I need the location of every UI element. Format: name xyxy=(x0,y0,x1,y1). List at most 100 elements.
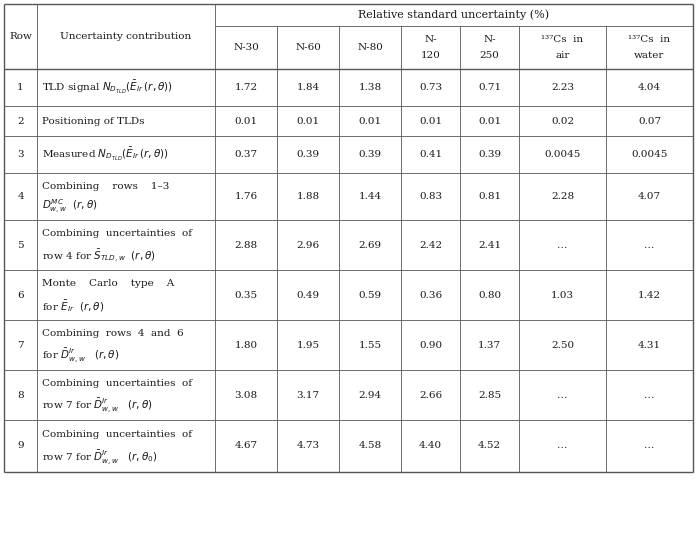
Text: 2.42: 2.42 xyxy=(419,240,442,249)
Text: 1.55: 1.55 xyxy=(358,341,381,350)
Text: 0.73: 0.73 xyxy=(419,83,442,92)
Text: 0.39: 0.39 xyxy=(296,150,319,159)
Text: …: … xyxy=(644,442,654,450)
Text: Combining    rows    1–3: Combining rows 1–3 xyxy=(42,182,169,191)
Text: 0.36: 0.36 xyxy=(419,290,442,300)
Text: 0.41: 0.41 xyxy=(419,150,442,159)
Text: 0.59: 0.59 xyxy=(358,290,381,300)
Text: 2.41: 2.41 xyxy=(478,240,501,249)
Text: 4.52: 4.52 xyxy=(478,442,501,450)
Text: 1.72: 1.72 xyxy=(234,83,258,92)
Text: 0.49: 0.49 xyxy=(296,290,319,300)
Text: Relative standard uncertainty (%): Relative standard uncertainty (%) xyxy=(358,10,549,20)
Text: water: water xyxy=(634,51,665,60)
Text: Measured $N_{D_{TLD}}(\bar{E}_{Ir}\,(r,\theta))$: Measured $N_{D_{TLD}}(\bar{E}_{Ir}\,(r,\… xyxy=(42,146,169,163)
Text: N-80: N-80 xyxy=(357,43,383,52)
Text: 4.04: 4.04 xyxy=(638,83,661,92)
Text: 1.44: 1.44 xyxy=(358,192,381,201)
Text: 0.01: 0.01 xyxy=(419,116,442,126)
Text: $D_{w,w}^{MC}$  $(r,\theta)$: $D_{w,w}^{MC}$ $(r,\theta)$ xyxy=(42,198,98,216)
Text: row 4 for $\bar{S}_{TLD,w}$  $(r,\theta)$: row 4 for $\bar{S}_{TLD,w}$ $(r,\theta)$ xyxy=(42,248,156,265)
Text: 1: 1 xyxy=(17,83,24,92)
Text: ¹³⁷Cs  in: ¹³⁷Cs in xyxy=(542,35,583,44)
Text: 7: 7 xyxy=(17,341,24,350)
Text: N-: N- xyxy=(483,35,496,44)
Text: 0.0045: 0.0045 xyxy=(631,150,668,159)
Text: 0.81: 0.81 xyxy=(478,192,501,201)
Text: 4.07: 4.07 xyxy=(638,192,661,201)
Text: 0.01: 0.01 xyxy=(358,116,381,126)
Text: 2.28: 2.28 xyxy=(551,192,574,201)
Text: 3.17: 3.17 xyxy=(296,391,319,399)
Text: 0.01: 0.01 xyxy=(296,116,319,126)
Text: 0.71: 0.71 xyxy=(478,83,501,92)
Text: 0.07: 0.07 xyxy=(638,116,661,126)
Text: …: … xyxy=(644,391,654,399)
Text: 0.0045: 0.0045 xyxy=(544,150,581,159)
Text: 1.03: 1.03 xyxy=(551,290,574,300)
Text: N-: N- xyxy=(424,35,437,44)
Text: 4.73: 4.73 xyxy=(296,442,319,450)
Text: 9: 9 xyxy=(17,442,24,450)
Text: 4.40: 4.40 xyxy=(419,442,442,450)
Text: 250: 250 xyxy=(480,51,500,60)
Text: 0.83: 0.83 xyxy=(419,192,442,201)
Text: Positioning of TLDs: Positioning of TLDs xyxy=(42,116,144,126)
Text: 1.88: 1.88 xyxy=(296,192,319,201)
Text: 8: 8 xyxy=(17,391,24,399)
Text: 0.02: 0.02 xyxy=(551,116,574,126)
Text: 2: 2 xyxy=(17,116,24,126)
Text: Combining  uncertainties  of: Combining uncertainties of xyxy=(42,229,192,239)
Text: 2.69: 2.69 xyxy=(358,240,381,249)
Text: 2.96: 2.96 xyxy=(296,240,319,249)
Text: TLD signal $N_{D_{TLD}}(\bar{E}_{Ir}\,(r,\theta))$: TLD signal $N_{D_{TLD}}(\bar{E}_{Ir}\,(r… xyxy=(42,79,173,96)
Text: 0.01: 0.01 xyxy=(478,116,501,126)
Text: 0.90: 0.90 xyxy=(419,341,442,350)
Text: for $\bar{D}_{w,w}^{Ir}$   $(r,\theta)$: for $\bar{D}_{w,w}^{Ir}$ $(r,\theta)$ xyxy=(42,347,119,365)
Text: 6: 6 xyxy=(17,290,24,300)
Text: 4.31: 4.31 xyxy=(638,341,661,350)
Text: 4.58: 4.58 xyxy=(358,442,381,450)
Text: …: … xyxy=(558,442,567,450)
Text: 1.37: 1.37 xyxy=(478,341,501,350)
Text: row 7 for $\bar{D}_{w,w}^{Ir}$   $(r,\theta)$: row 7 for $\bar{D}_{w,w}^{Ir}$ $(r,\thet… xyxy=(42,397,153,415)
Text: …: … xyxy=(558,240,567,249)
Text: 5: 5 xyxy=(17,240,24,249)
Text: 2.66: 2.66 xyxy=(419,391,442,399)
Text: Uncertainty contribution: Uncertainty contribution xyxy=(61,32,192,41)
Text: 0.80: 0.80 xyxy=(478,290,501,300)
Text: 2.88: 2.88 xyxy=(234,240,258,249)
Text: 0.39: 0.39 xyxy=(478,150,501,159)
Text: 1.95: 1.95 xyxy=(296,341,319,350)
Text: air: air xyxy=(556,51,569,60)
Text: N-60: N-60 xyxy=(295,43,321,52)
Text: 1.76: 1.76 xyxy=(234,192,258,201)
Text: 2.94: 2.94 xyxy=(358,391,381,399)
Text: 0.37: 0.37 xyxy=(234,150,258,159)
Text: 4: 4 xyxy=(17,192,24,201)
Text: 3.08: 3.08 xyxy=(234,391,258,399)
Text: Combining  uncertainties  of: Combining uncertainties of xyxy=(42,430,192,439)
Text: 0.01: 0.01 xyxy=(234,116,258,126)
Text: row 7 for $\bar{D}_{w,w}^{Ir}$   $(r,\theta_0)$: row 7 for $\bar{D}_{w,w}^{Ir}$ $(r,\thet… xyxy=(42,448,158,466)
Text: for $\bar{E}_{Ir}$  $(r,\theta)$: for $\bar{E}_{Ir}$ $(r,\theta)$ xyxy=(42,298,104,314)
Text: Monte    Carlo    type    A: Monte Carlo type A xyxy=(42,280,174,289)
Text: …: … xyxy=(644,240,654,249)
Text: 1.84: 1.84 xyxy=(296,83,319,92)
Text: Combining  uncertainties  of: Combining uncertainties of xyxy=(42,379,192,388)
Text: Row: Row xyxy=(9,32,32,41)
Text: Combining  rows  4  and  6: Combining rows 4 and 6 xyxy=(42,330,183,338)
Text: 1.80: 1.80 xyxy=(234,341,258,350)
Text: 2.50: 2.50 xyxy=(551,341,574,350)
Text: 2.23: 2.23 xyxy=(551,83,574,92)
Text: 0.39: 0.39 xyxy=(358,150,381,159)
Text: 2.85: 2.85 xyxy=(478,391,501,399)
Text: 1.42: 1.42 xyxy=(638,290,661,300)
Text: ¹³⁷Cs  in: ¹³⁷Cs in xyxy=(629,35,671,44)
Text: 120: 120 xyxy=(420,51,441,60)
Text: 4.67: 4.67 xyxy=(234,442,258,450)
Text: 0.35: 0.35 xyxy=(234,290,258,300)
Text: 3: 3 xyxy=(17,150,24,159)
Text: 1.38: 1.38 xyxy=(358,83,381,92)
Text: …: … xyxy=(558,391,567,399)
